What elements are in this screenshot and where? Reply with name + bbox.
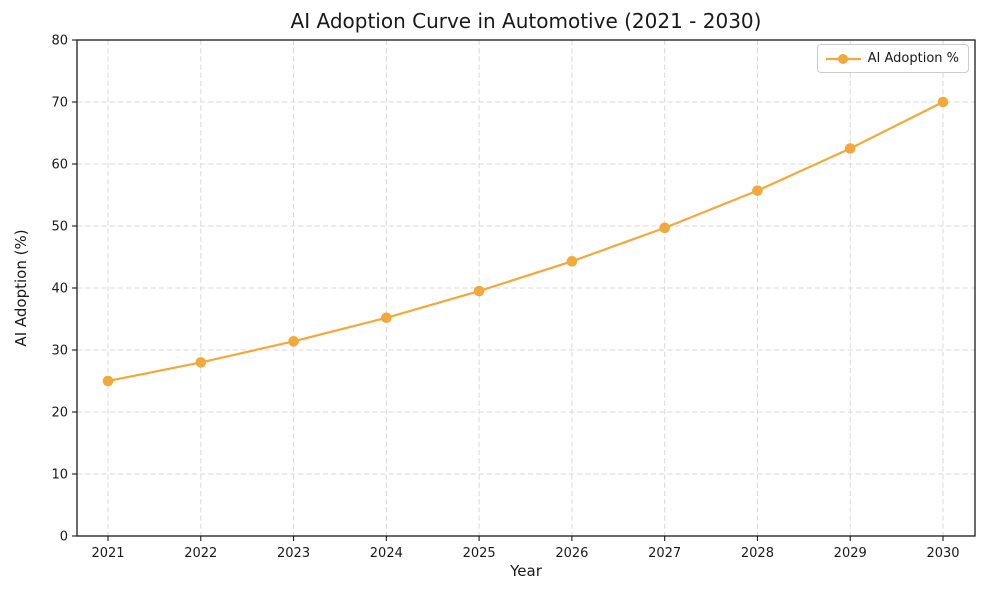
data-point: [473, 285, 485, 297]
x-tick-label: 2028: [741, 546, 774, 561]
y-tick-label: 30: [51, 344, 68, 359]
legend-label: AI Adoption %: [867, 51, 959, 66]
data-point: [844, 143, 856, 154]
data-point: [937, 96, 949, 108]
data-point: [752, 185, 763, 196]
x-tick-label: 2030: [926, 546, 959, 561]
data-point: [195, 357, 207, 368]
x-tick-label: 2021: [91, 546, 124, 561]
chart-title: AI Adoption Curve in Automotive (2021 - …: [290, 9, 762, 33]
y-tick-label: 50: [51, 220, 68, 235]
x-axis-label: Year: [510, 562, 542, 580]
x-tick-label: 2027: [648, 546, 681, 561]
x-tick-label: 2026: [555, 546, 588, 561]
data-point: [566, 256, 578, 267]
y-tick-label: 40: [51, 282, 68, 297]
y-tick-label: 70: [51, 96, 68, 111]
x-tick-label: 2022: [184, 546, 217, 561]
data-point: [381, 312, 392, 324]
legend: AI Adoption %: [816, 44, 969, 73]
y-tick-label: 20: [51, 406, 68, 421]
y-tick-label: 0: [60, 530, 68, 545]
y-tick-label: 60: [51, 158, 68, 173]
data-point: [102, 375, 114, 387]
data-point: [288, 336, 299, 347]
y-tick-label: 80: [51, 34, 68, 49]
y-tick-label: 10: [51, 468, 68, 483]
series-line: [106, 100, 945, 383]
data-point: [659, 222, 670, 234]
legend-marker: [837, 53, 848, 64]
x-tick-label: 2024: [370, 546, 403, 561]
x-tick-label: 2029: [834, 546, 867, 561]
legend-line-marker-icon: [825, 53, 861, 64]
x-tick-label: 2023: [277, 546, 310, 561]
x-tick-label: 2025: [463, 546, 496, 561]
